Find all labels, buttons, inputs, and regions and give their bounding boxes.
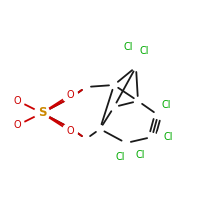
Circle shape <box>155 94 177 116</box>
Text: O: O <box>13 120 21 130</box>
Text: Cl: Cl <box>135 150 145 160</box>
Circle shape <box>62 87 78 103</box>
Text: Cl: Cl <box>139 46 149 56</box>
Text: O: O <box>13 96 21 106</box>
Text: Cl: Cl <box>161 100 171 110</box>
Circle shape <box>157 126 179 148</box>
Circle shape <box>133 40 155 62</box>
Circle shape <box>62 123 78 139</box>
Text: S: S <box>38 106 46 119</box>
Text: Cl: Cl <box>115 152 125 162</box>
Text: Cl: Cl <box>163 132 173 142</box>
Circle shape <box>34 105 50 121</box>
Text: O: O <box>66 126 74 136</box>
Circle shape <box>109 146 131 168</box>
Circle shape <box>9 93 25 108</box>
Circle shape <box>9 118 25 133</box>
Text: Cl: Cl <box>123 42 133 52</box>
Text: O: O <box>66 90 74 100</box>
Circle shape <box>129 144 151 166</box>
Circle shape <box>117 36 139 58</box>
